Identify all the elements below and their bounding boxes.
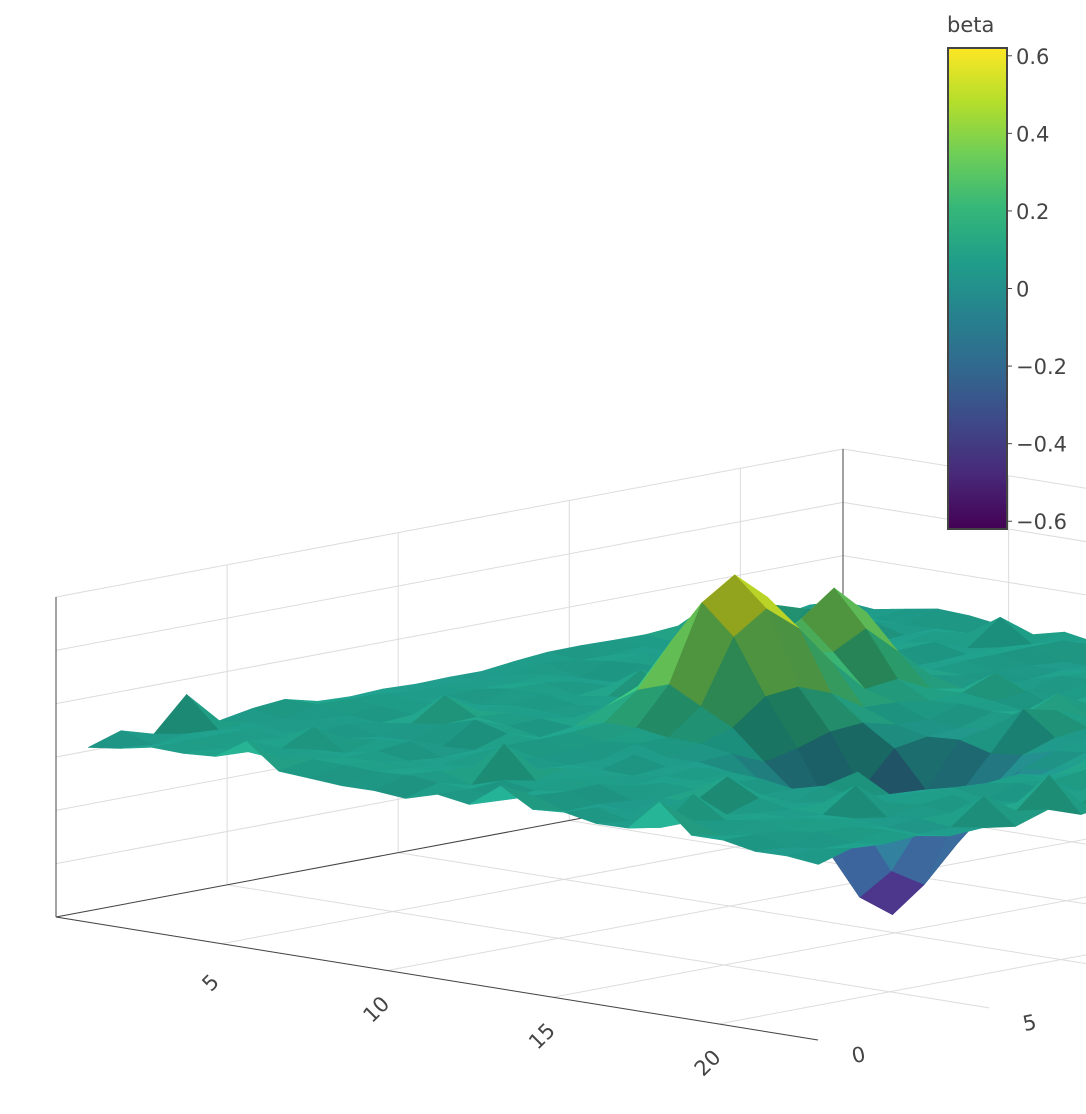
x-tick-label: 10 — [358, 992, 394, 1028]
colorbar-title: beta — [947, 13, 994, 37]
x-tick-label: 15 — [524, 1018, 560, 1054]
surface-cell — [786, 847, 852, 865]
colorbar-tick-label: −0.4 — [1016, 433, 1067, 457]
colorbar-tick-label: −0.6 — [1016, 510, 1067, 534]
surface-mesh — [88, 574, 1086, 915]
colorbar-tick-label: −0.2 — [1016, 355, 1067, 379]
wall-gridline — [55, 501, 844, 651]
colorbar-ticks: 0.6 0.4 0.2 0 −0.2 −0.4 −0.6 — [1007, 45, 1067, 534]
colorbar-tick-label: 0.4 — [1016, 122, 1049, 146]
surface-cell — [1081, 798, 1086, 805]
y-tick-label: 0 — [850, 1042, 868, 1068]
wall-gridline — [55, 555, 844, 705]
colorbar: beta 0.6 0.4 0.2 0 −0.2 −0.4 −0.6 — [947, 13, 1067, 534]
colorbar-tick-label: 0 — [1016, 278, 1029, 302]
floor-gridline — [569, 819, 1086, 905]
floor-gridline — [718, 954, 1086, 1025]
colorbar-scale — [947, 47, 1008, 530]
wall-gridline — [842, 555, 1086, 596]
floor-gridline — [552, 896, 1086, 998]
colorbar-tick-label: 0.6 — [1016, 45, 1049, 69]
floor-gridline — [227, 884, 990, 1009]
floor-gridline — [398, 852, 1086, 965]
y-axis-ticks: 05101520 — [850, 1010, 1039, 1068]
colorbar-tick-label: 0.2 — [1016, 200, 1049, 224]
x-tick-label: 5 — [197, 970, 223, 996]
wall-gridline — [55, 448, 844, 598]
y-tick-label: 5 — [1021, 1010, 1039, 1036]
x-tick-label: 20 — [690, 1045, 726, 1081]
x-axis-line — [55, 916, 819, 1041]
x-axis-ticks: 5 10 15 20 — [197, 970, 725, 1081]
floor-gridline — [387, 838, 1086, 971]
